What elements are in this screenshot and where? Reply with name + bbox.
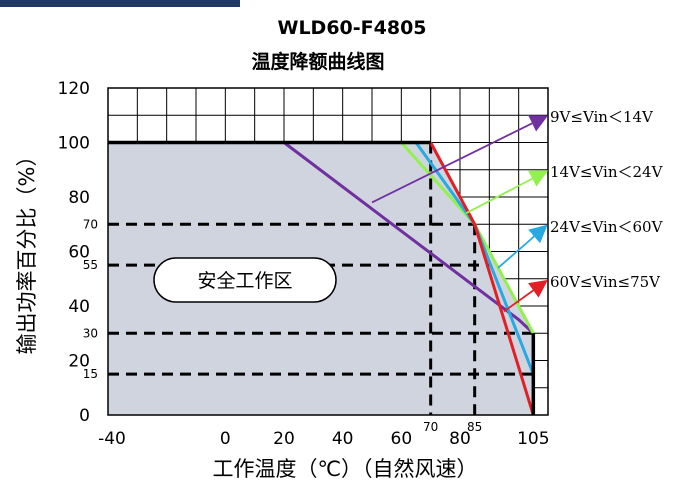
- y-tick-label: 0: [79, 406, 90, 426]
- legend-arrow: [371, 115, 549, 204]
- legend-arrows: 9V≤Vin＜14V 14V≤Vin＜24V 24V≤Vin＜60V 60V≤Vin≤…: [371, 108, 664, 313]
- series-line: [429, 141, 535, 416]
- legend-label: 9V≤Vin＜14V: [550, 108, 654, 126]
- header-bar: [0, 0, 240, 7]
- x-tick-label: 60: [391, 429, 413, 449]
- x-tick-label: 0: [220, 429, 231, 449]
- plot-frame: [107, 87, 549, 416]
- x-tick-label: 85: [467, 420, 482, 434]
- safe-area-callout: 安全工作区: [153, 257, 337, 303]
- legend-label: 14V≤Vin＜24V: [550, 163, 664, 181]
- series-lines: [283, 141, 535, 416]
- series-line: [283, 141, 535, 335]
- y-tick-label-minor: 15: [83, 367, 98, 381]
- y-tick-label: 20: [68, 352, 90, 372]
- x-tick-label: 80: [449, 429, 471, 449]
- y-tick-label: 100: [58, 134, 90, 154]
- y-tick-label: 120: [58, 79, 90, 99]
- y-tick-label-minor: 55: [83, 258, 98, 272]
- x-tick-label: -40: [98, 429, 126, 449]
- x-axis-title: 工作温度（℃）（自然风速）: [212, 457, 477, 481]
- x-tick-label: 105: [517, 429, 549, 449]
- chart-title: WLD60-F4805: [277, 17, 426, 39]
- x-tick-label: 70: [423, 420, 438, 434]
- legend-arrow: [465, 170, 549, 215]
- x-tick-label: 40: [332, 429, 354, 449]
- legend-arrow: [503, 279, 548, 313]
- y-tick-label: 80: [68, 188, 90, 208]
- y-tick-label-minor: 70: [83, 217, 98, 231]
- legend-label: 24V≤Vin＜60V: [550, 218, 664, 236]
- y-axis-title: 输出功率百分比（%）: [15, 146, 39, 355]
- legend-arrow: [497, 224, 548, 269]
- y-tick-label-minor: 30: [83, 326, 98, 340]
- plot-border: [107, 87, 549, 416]
- y-tick-label: 60: [68, 243, 90, 263]
- chart-subtitle: 温度降额曲线图: [251, 50, 384, 73]
- x-tick-label: 20: [273, 429, 295, 449]
- legend-label: 60V≤Vin≤75V: [550, 273, 661, 291]
- safe-area-label: 安全工作区: [197, 270, 292, 292]
- y-tick-label: 40: [68, 297, 90, 317]
- safe-area-label-box: [153, 257, 337, 303]
